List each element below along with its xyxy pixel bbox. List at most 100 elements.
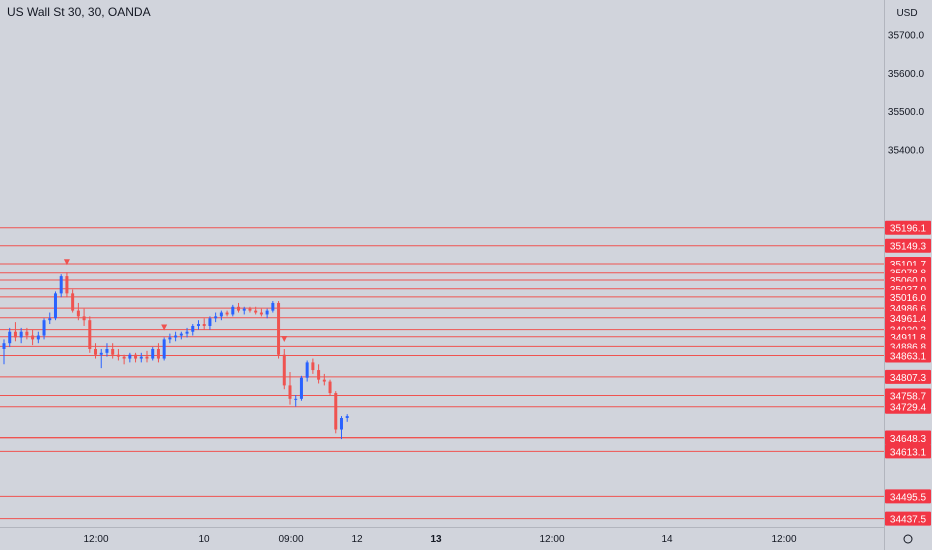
y-tick-label-0: 35700.0 [888,31,925,42]
candle-body-29 [168,337,172,340]
y-tick-label-1: 35600.0 [888,69,925,80]
candle-body-28 [162,339,166,359]
level-label-12: 34863.1 [890,351,927,362]
level-label-7: 34986.6 [890,304,927,315]
level-label-bg-14 [885,388,931,403]
candle-body-51 [294,398,298,400]
candle-body-41 [237,306,241,311]
level-label-17: 34648.3 [890,434,927,445]
x-tick-label-3: 12 [351,534,363,545]
candle-body-22 [128,354,132,359]
x-tick-label-5: 12:00 [539,534,564,545]
candle-body-46 [265,310,269,315]
y-tick-label-2: 35500.0 [888,107,925,118]
candle-body-32 [185,331,189,334]
candle-body-9 [53,293,57,319]
x-tick-label-7: 12:00 [771,534,796,545]
candle-body-59 [339,418,343,430]
candle-body-39 [225,312,229,315]
candle-body-60 [345,416,349,418]
candle-body-13 [76,310,80,317]
level-label-1: 35149.3 [890,242,927,253]
candle-body-45 [259,312,263,315]
level-label-bg-8 [885,310,931,325]
level-label-2: 35101.7 [890,260,927,271]
level-label-bg-15 [885,399,931,414]
candle-body-36 [208,318,212,326]
candle-body-42 [242,308,246,311]
level-label-13: 34807.3 [890,373,927,384]
candle-body-55 [317,370,321,380]
candle-body-58 [334,393,338,430]
candle-body-57 [328,381,332,394]
level-label-0: 35196.1 [890,224,927,235]
candle-body-5 [31,335,35,340]
candle-body-34 [196,324,200,326]
candle-body-4 [25,331,29,336]
x-tick-label-0: 12:00 [83,534,108,545]
level-label-bg-12 [885,348,931,363]
level-label-8: 34961.4 [890,314,927,325]
level-label-bg-18 [885,444,931,459]
level-label-19: 34495.5 [890,492,927,503]
candle-body-12 [71,293,75,311]
level-label-bg-17 [885,430,931,445]
candle-body-49 [282,354,286,386]
level-label-4: 35060.0 [890,276,927,287]
candle-body-31 [179,333,183,336]
level-label-bg-0 [885,220,931,235]
level-label-bg-6 [885,289,931,304]
candle-body-50 [288,385,292,399]
candle-body-44 [254,310,258,313]
candle-body-3 [19,331,23,338]
candle-body-0 [2,343,6,349]
x-tick-label-4: 13 [430,534,442,545]
candle-body-24 [139,356,143,359]
level-label-bg-13 [885,369,931,384]
level-label-6: 35016.0 [890,293,927,304]
candle-body-53 [305,362,309,378]
level-label-20: 34437.5 [890,515,927,526]
candle-body-21 [122,356,126,359]
candle-body-19 [111,348,115,355]
level-label-18: 34613.1 [890,447,927,458]
axis-corner [885,528,932,550]
candle-body-8 [48,318,52,321]
currency-label: USD [896,8,917,19]
candle-body-27 [156,348,160,359]
candle-body-48 [277,302,281,355]
candle-body-23 [134,354,138,359]
level-label-11: 34886.8 [890,342,927,353]
chart-title: US Wall St 30, 30, OANDA [7,5,151,19]
candle-body-15 [88,320,92,349]
candle-body-40 [231,306,235,315]
y-tick-label-3: 35400.0 [888,146,925,157]
candle-body-54 [311,362,315,371]
down-arrow-icon-2 [281,335,288,342]
candle-body-14 [82,316,86,321]
candle-body-16 [94,348,98,355]
candle-body-30 [174,335,178,338]
candle-body-52 [299,377,303,399]
candle-body-33 [191,325,195,332]
candle-body-38 [219,312,223,317]
candle-body-11 [65,276,69,294]
candle-body-26 [151,348,155,359]
candle-body-25 [145,356,149,359]
candle-body-37 [214,316,218,319]
candle-body-43 [248,308,252,311]
gear-icon[interactable] [903,534,913,544]
candle-body-17 [99,352,103,355]
candle-body-1 [8,331,12,344]
candle-body-2 [13,331,17,338]
down-arrow-icon-1 [161,324,168,331]
candle-body-6 [36,335,40,340]
level-label-15: 34729.4 [890,403,927,414]
level-label-10: 34911.8 [890,333,926,344]
x-tick-label-6: 14 [661,534,673,545]
candle-body-35 [202,324,206,326]
candle-body-18 [105,348,109,353]
level-label-14: 34758.7 [890,391,927,402]
